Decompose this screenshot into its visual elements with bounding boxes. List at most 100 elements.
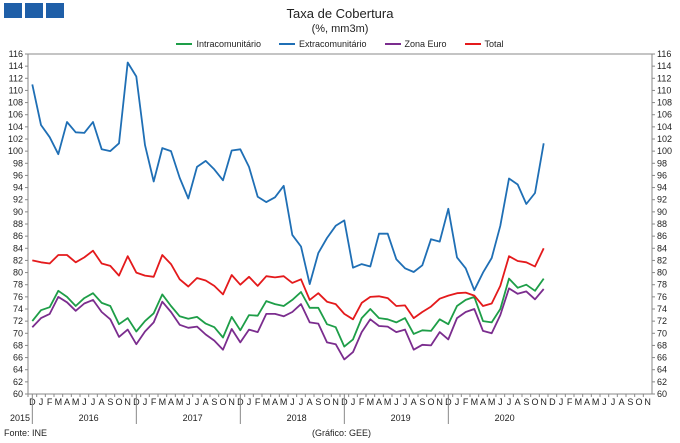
x-tick-label: F [47, 397, 53, 407]
legend-label: Intracomunitário [196, 39, 261, 49]
legend-item: Intracomunitário [176, 39, 261, 49]
x-tick-label: S [107, 397, 113, 407]
y-tick-label-right: 84 [657, 243, 667, 253]
y-tick-label-left: 100 [8, 146, 23, 156]
source-note: Fonte: INE [4, 428, 48, 438]
x-tick-label: S [523, 397, 529, 407]
x-tick-label: A [64, 397, 70, 407]
x-tick-label: A [515, 397, 521, 407]
series-line [31, 277, 545, 348]
y-tick-label-left: 104 [8, 122, 23, 132]
x-tick-label: M [159, 397, 167, 407]
x-tick-label: D [549, 397, 556, 407]
y-tick-label-right: 76 [657, 292, 667, 302]
x-tick-label: M [176, 397, 184, 407]
chart-credit: (Gráfico: GEE) [312, 428, 372, 438]
y-tick-label-right: 112 [657, 73, 671, 83]
y-tick-label-right: 88 [657, 219, 667, 229]
x-tick-label: J [403, 397, 408, 407]
year-label: 2019 [391, 413, 411, 423]
legend-swatch [278, 43, 295, 45]
x-tick-label: J [91, 397, 96, 407]
y-tick-label-right: 82 [657, 255, 667, 265]
x-tick-label: O [427, 397, 434, 407]
y-tick-label-left: 80 [13, 268, 23, 278]
x-tick-label: A [307, 397, 313, 407]
x-tick-label: J [247, 397, 252, 407]
y-tick-label-left: 82 [13, 255, 23, 265]
y-tick-label-right: 66 [657, 353, 667, 363]
x-tick-label: N [332, 397, 339, 407]
x-tick-label: J [602, 397, 607, 407]
x-tick-label: J [290, 397, 295, 407]
y-tick-label-right: 68 [657, 340, 667, 350]
legend-item: Extracomunitário [278, 39, 367, 49]
x-tick-label: A [411, 397, 417, 407]
y-tick-label-right: 80 [657, 268, 667, 278]
y-tick-label-left: 110 [9, 85, 23, 95]
x-tick-label: M [575, 397, 583, 407]
y-tick-label-right: 98 [657, 158, 667, 168]
y-tick-label-right: 72 [657, 316, 667, 326]
x-tick-label: J [455, 397, 460, 407]
y-tick-label-left: 90 [13, 207, 23, 217]
y-tick-label-right: 70 [657, 328, 667, 338]
y-tick-label-right: 104 [657, 122, 672, 132]
y-tick-label-left: 84 [13, 243, 23, 253]
y-tick-label-left: 64 [13, 365, 23, 375]
x-tick-label: O [219, 397, 226, 407]
y-tick-label-left: 94 [13, 183, 23, 193]
x-tick-label: F [463, 397, 469, 407]
legend-label: Zona Euro [404, 39, 447, 49]
y-tick-label-left: 72 [13, 316, 23, 326]
x-tick-label: A [272, 397, 278, 407]
year-label: 2015 [10, 413, 30, 423]
x-tick-label: M [263, 397, 271, 407]
x-tick-label: A [376, 397, 382, 407]
y-tick-label-left: 112 [9, 73, 23, 83]
y-tick-label-left: 68 [13, 340, 23, 350]
y-tick-label-left: 92 [13, 195, 23, 205]
x-tick-label: J [143, 397, 148, 407]
x-tick-label: J [186, 397, 191, 407]
x-tick-label: J [498, 397, 503, 407]
y-tick-label-left: 96 [13, 170, 23, 180]
x-tick-label: N [540, 397, 547, 407]
chart-subtitle: (%, mm3m) [311, 23, 369, 35]
x-tick-label: S [211, 397, 217, 407]
x-tick-label: M [384, 397, 392, 407]
y-tick-label-right: 60 [657, 389, 667, 399]
x-tick-label: J [82, 397, 87, 407]
y-tick-label-left: 66 [13, 353, 23, 363]
y-tick-label-left: 88 [13, 219, 23, 229]
y-tick-label-right: 96 [657, 170, 667, 180]
legend-label: Extracomunitário [298, 39, 367, 49]
y-tick-label-left: 86 [13, 231, 23, 241]
y-tick-label-right: 64 [657, 365, 667, 375]
y-tick-label-left: 78 [13, 280, 23, 290]
x-tick-label: J [39, 397, 44, 407]
legend-label: Total [484, 39, 504, 49]
x-tick-label: S [315, 397, 321, 407]
y-tick-label-right: 74 [657, 304, 667, 314]
x-tick-label: M [592, 397, 600, 407]
legend-swatch [384, 43, 401, 45]
x-tick-label: M [280, 397, 288, 407]
y-tick-label-right: 100 [657, 146, 672, 156]
x-tick-label: F [359, 397, 365, 407]
x-tick-label: J [299, 397, 304, 407]
x-tick-label: J [351, 397, 356, 407]
y-tick-label-right: 106 [657, 110, 672, 120]
y-tick-label-right: 86 [657, 231, 667, 241]
x-tick-label: J [507, 397, 512, 407]
legend-item: Zona Euro [384, 39, 447, 49]
x-tick-label: N [436, 397, 443, 407]
x-tick-label: M [471, 397, 479, 407]
x-tick-label: O [531, 397, 538, 407]
y-tick-label-right: 94 [657, 183, 667, 193]
x-tick-label: O [635, 397, 642, 407]
logo-block [4, 3, 22, 18]
x-tick-label: J [394, 397, 399, 407]
y-tick-label-right: 116 [657, 49, 671, 59]
